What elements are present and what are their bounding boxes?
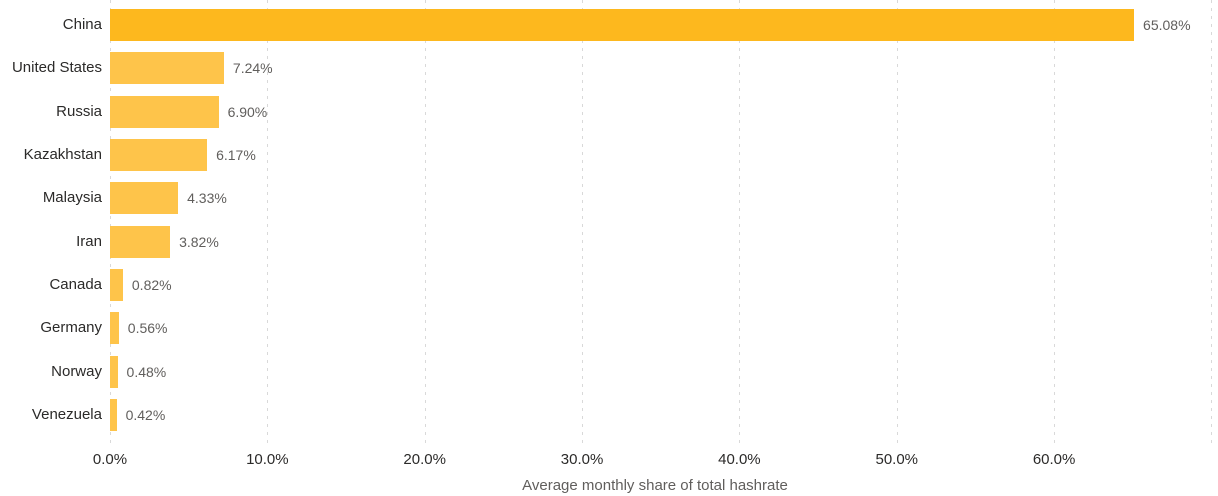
x-axis-title: Average monthly share of total hashrate: [522, 477, 788, 494]
value-label: 0.82%: [131, 277, 172, 294]
value-label: 0.48%: [126, 363, 167, 380]
x-tick-label: 60.0%: [1032, 451, 1076, 468]
category-label: Norway: [51, 362, 102, 380]
gridline: [110, 0, 111, 447]
value-label: 4.33%: [187, 190, 227, 207]
category-label: Kazakhstan: [23, 146, 102, 164]
category-label: United States: [11, 59, 102, 77]
x-tick-label: 20.0%: [403, 451, 446, 468]
bar-canada[interactable]: [110, 269, 123, 302]
x-tick-label: 10.0%: [246, 451, 289, 468]
gridline: [582, 0, 584, 447]
gridline: [1054, 0, 1056, 447]
bar-united-states[interactable]: [110, 52, 224, 85]
bar-venezuela[interactable]: [110, 399, 117, 432]
bar-malaysia[interactable]: [110, 182, 179, 215]
gridline: [896, 0, 898, 447]
category-label: Iran: [76, 232, 102, 250]
gridline: [267, 0, 269, 447]
value-label: 0.56%: [127, 320, 168, 337]
value-label: 65.08%: [1143, 17, 1191, 33]
bar-china[interactable]: [110, 9, 1135, 41]
value-label: 7.24%: [232, 60, 273, 77]
category-label: Malaysia: [42, 189, 102, 207]
bar-russia[interactable]: [110, 95, 219, 128]
x-tick-label: 30.0%: [560, 451, 604, 468]
bar-norway[interactable]: [110, 355, 118, 388]
value-label: 6.90%: [227, 103, 268, 120]
gridline: [1211, 0, 1213, 447]
value-label: 3.82%: [179, 233, 219, 250]
x-tick-label: 0.0%: [92, 451, 128, 468]
x-tick-label: 40.0%: [718, 451, 761, 468]
category-label: Canada: [49, 276, 102, 294]
bar-iran[interactable]: [110, 225, 171, 258]
bar-germany[interactable]: [110, 312, 119, 345]
gridline: [739, 0, 741, 447]
category-label: Germany: [40, 319, 102, 337]
category-label: China: [62, 16, 102, 33]
x-tick-label: 50.0%: [875, 451, 919, 468]
bar-kazakhstan[interactable]: [110, 139, 208, 172]
value-label: 6.17%: [216, 147, 256, 164]
value-label: 0.42%: [125, 407, 166, 424]
category-label: Russia: [56, 102, 102, 120]
category-label: Venezuela: [31, 406, 102, 424]
gridline: [424, 0, 426, 447]
